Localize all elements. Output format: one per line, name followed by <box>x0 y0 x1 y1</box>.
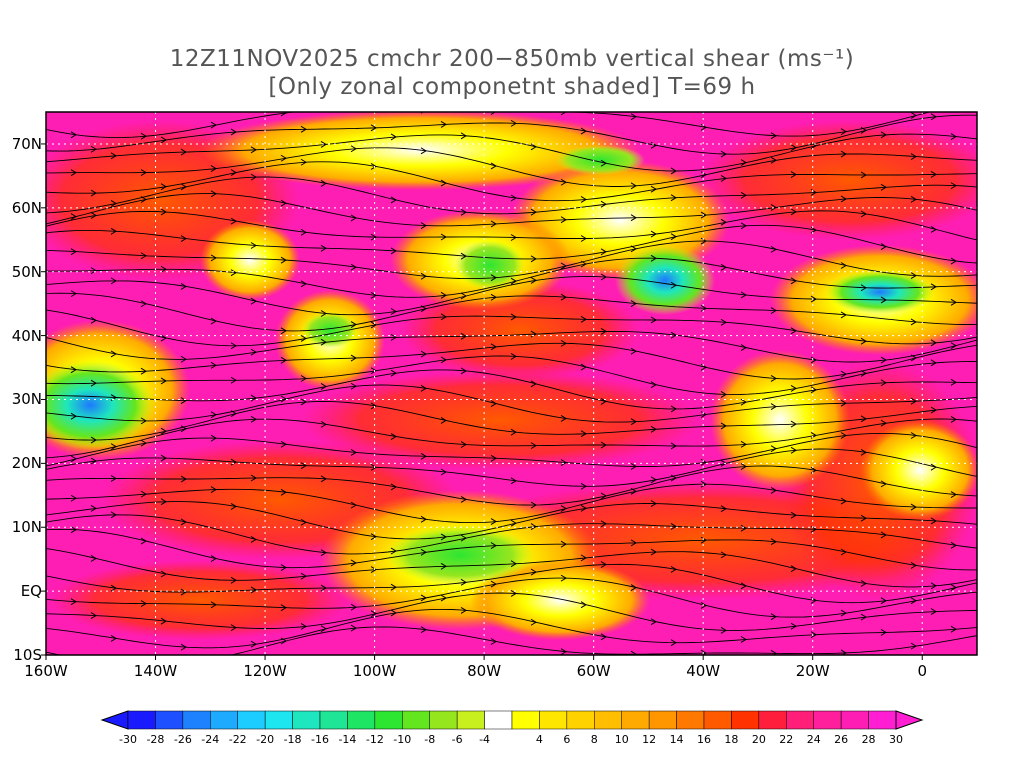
colorbar-swatch <box>648 710 677 730</box>
colorbar-label: -24 <box>201 733 220 746</box>
colorbar-label: -6 <box>451 733 463 746</box>
colorbar-swatch <box>210 710 238 730</box>
colorbar-swatch <box>731 710 760 730</box>
chart-subtitle: [Only zonal componetnt shaded] T=69 h <box>268 74 756 100</box>
colorbar-swatch <box>155 710 184 730</box>
colorbar-label: -30 <box>119 733 137 746</box>
streamlines <box>46 112 977 655</box>
colorbar-label: 12 <box>642 733 657 746</box>
lon-label: 120W <box>243 662 287 680</box>
lat-label: 60N <box>11 198 42 217</box>
lat-label: EQ <box>20 582 42 601</box>
colorbar-swatch <box>539 710 568 730</box>
colorbar-label: 16 <box>697 733 711 746</box>
colorbar-swatch <box>840 710 869 730</box>
lon-label: 100W <box>352 662 397 680</box>
colorbar-label: 30 <box>889 733 903 746</box>
chart-title: 12Z11NOV2025 cmchr 200−850mb vertical sh… <box>169 46 855 72</box>
colorbar-label: 26 <box>834 733 849 746</box>
colorbar-label: 22 <box>779 733 794 746</box>
colorbar-swatch <box>868 710 897 730</box>
lon-label: 20W <box>795 662 830 680</box>
colorbar-label: 8 <box>590 733 598 746</box>
colorbar-label: -14 <box>338 733 357 746</box>
colorbar-max-arrow <box>895 710 924 730</box>
colorbar-label: -10 <box>393 733 412 746</box>
lon-label: 160W <box>24 662 68 680</box>
colorbar-label: -16 <box>311 733 329 746</box>
colorbar-swatch <box>429 710 458 730</box>
lon-label: 40W <box>686 662 721 680</box>
lat-label: 10S <box>13 646 42 664</box>
lat-label: 50N <box>11 262 42 281</box>
lat-label: 70N <box>11 134 42 153</box>
lon-label: 60W <box>576 662 611 680</box>
colorbar-swatch <box>786 710 814 730</box>
colorbar-swatch <box>566 710 595 730</box>
lat-label: 20N <box>11 454 42 473</box>
lon-label: 80W <box>467 662 502 680</box>
colorbar-label: -12 <box>365 733 384 746</box>
colorbar-swatch <box>456 710 485 730</box>
colorbar-label: -22 <box>228 733 247 746</box>
colorbar-swatch <box>347 710 376 730</box>
colorbar-label: -28 <box>146 733 165 746</box>
colorbar-swatch <box>758 710 787 730</box>
colorbar-label: 14 <box>669 733 684 746</box>
lon-label: 0 <box>917 662 927 680</box>
colorbar-label: 6 <box>563 733 571 746</box>
colorbar-swatch <box>813 710 842 730</box>
colorbar-swatch <box>374 710 403 730</box>
colorbar-label: -18 <box>283 733 302 746</box>
colorbar-label: 28 <box>861 733 876 746</box>
colorbar-swatch <box>127 710 156 730</box>
lat-label: 40N <box>11 326 42 345</box>
colorbar-label: 4 <box>535 733 543 746</box>
colorbar-label: -4 <box>479 733 491 746</box>
axis-ticks <box>41 143 923 660</box>
map-frame <box>45 111 978 656</box>
colorbar-label: 10 <box>614 733 629 746</box>
colorbar-label: 20 <box>751 733 766 746</box>
lon-label: 140W <box>133 662 178 680</box>
colorbar-swatch <box>182 710 211 730</box>
colorbar-label: -26 <box>173 733 192 746</box>
colorbar-label: 24 <box>806 733 821 746</box>
colorbar-swatch <box>676 710 705 730</box>
grid-lines <box>46 112 977 655</box>
colorbar-label: -8 <box>424 733 436 746</box>
colorbar-min-arrow <box>100 710 129 730</box>
colorbar-label: -20 <box>256 733 275 746</box>
lat-label: 30N <box>11 390 42 409</box>
colorbar-swatch <box>621 710 650 730</box>
colorbar-swatch <box>484 710 513 730</box>
colorbar-swatch <box>237 710 266 730</box>
colorbar-swatch <box>292 710 321 730</box>
lat-label: 10N <box>11 518 42 537</box>
colorbar-swatch <box>511 710 540 730</box>
colorbar-swatch <box>594 710 622 730</box>
colorbar-label: 18 <box>724 733 739 746</box>
colorbar-swatch <box>402 710 430 730</box>
colorbar-swatch <box>264 710 293 730</box>
colorbar-swatch <box>703 710 732 730</box>
colorbar-swatch <box>319 710 348 730</box>
